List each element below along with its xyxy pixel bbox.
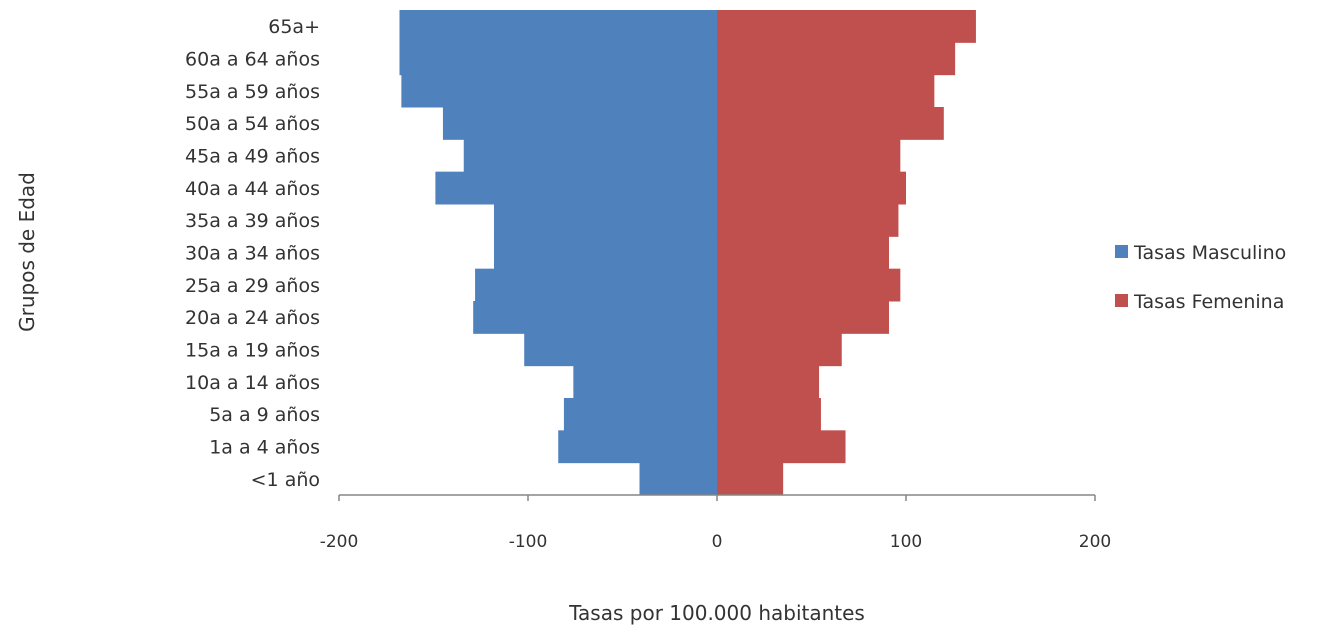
bar-femenina-1 (717, 430, 846, 464)
bar-femenina-2 (717, 398, 821, 431)
legend: Tasas Masculino Tasas Femenina (1115, 242, 1286, 313)
bar-femenina-8 (717, 204, 899, 237)
bar-femenina-4 (717, 333, 842, 367)
axis-layer (338, 494, 1096, 501)
bar-masculino-12 (401, 74, 717, 108)
bar-masculino-13 (399, 42, 717, 76)
bar-femenina-14 (717, 10, 976, 43)
category-label-12: 55a a 59 años (185, 81, 320, 103)
bar-masculino-8 (493, 204, 717, 237)
category-label-2: 5a a 9 años (209, 404, 320, 426)
bar-femenina-9 (717, 171, 906, 205)
bar-masculino-3 (573, 365, 717, 399)
x-tick-label-0: -200 (320, 532, 359, 552)
category-label-8: 35a a 39 años (185, 210, 320, 232)
category-label-6: 25a a 29 años (185, 275, 320, 297)
bar-masculino-6 (475, 268, 717, 302)
bar-masculino-7 (493, 236, 717, 270)
bar-masculino-0 (639, 462, 717, 496)
bar-femenina-3 (717, 365, 820, 399)
bar-masculino-2 (563, 398, 717, 431)
x-axis-title: Tasas por 100.000 habitantes (568, 601, 865, 625)
legend-swatch-1 (1115, 294, 1128, 307)
category-label-4: 15a a 19 años (185, 340, 320, 362)
bar-femenina-12 (717, 74, 935, 108)
x-tick-label-3: 100 (890, 532, 922, 552)
category-label-0: <1 año (251, 469, 320, 491)
bar-femenina-7 (717, 236, 889, 270)
x-tick-label-1: -100 (509, 532, 548, 552)
category-label-7: 30a a 34 años (185, 243, 320, 265)
category-label-10: 45a a 49 años (185, 146, 320, 168)
bar-femenina-11 (717, 107, 944, 140)
category-label-5: 20a a 24 años (185, 307, 320, 329)
category-label-9: 40a a 44 años (185, 178, 320, 200)
category-label-13: 60a a 64 años (185, 49, 320, 71)
bar-masculino-14 (399, 10, 717, 43)
legend-label-1: Tasas Femenina (1133, 291, 1284, 313)
x-tick-labels: -200 -100 0 100 200 (320, 532, 1112, 552)
category-label-3: 10a a 14 años (185, 372, 320, 394)
y-axis-title: Grupos de Edad (15, 172, 39, 332)
category-label-11: 50a a 54 años (185, 113, 320, 135)
bar-femenina-6 (717, 268, 901, 302)
legend-label-0: Tasas Masculino (1133, 242, 1286, 264)
x-tick-label-2: 0 (712, 532, 723, 552)
category-labels: <1 año 1a a 4 años 5a a 9 años 10a a 14 año… (185, 16, 320, 491)
bar-masculino-11 (442, 107, 717, 140)
bars-layer (399, 10, 976, 496)
bar-masculino-10 (463, 139, 717, 173)
category-label-1: 1a a 4 años (209, 437, 320, 459)
bar-femenina-5 (717, 301, 889, 334)
category-label-14: 65a+ (268, 16, 320, 38)
bar-masculino-1 (558, 430, 717, 464)
bar-masculino-5 (473, 301, 717, 334)
bar-masculino-9 (435, 171, 717, 205)
bar-femenina-0 (717, 462, 784, 496)
bar-femenina-10 (717, 139, 901, 173)
bar-femenina-13 (717, 42, 956, 76)
legend-swatch-0 (1115, 245, 1128, 258)
bar-masculino-4 (524, 333, 717, 367)
x-tick-label-4: 200 (1079, 532, 1111, 552)
